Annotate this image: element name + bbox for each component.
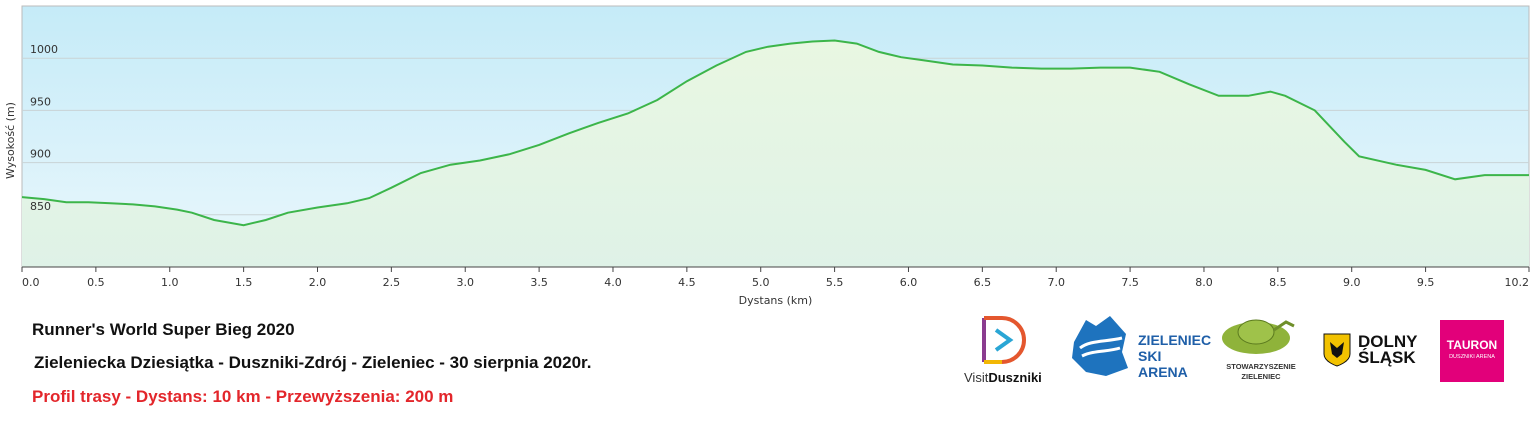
dolny-line2: ŚLĄSK [1358,348,1416,367]
elevation-area [22,40,1529,267]
stow-line2: ZIELENIEC [1241,372,1281,381]
x-tick-label: 10.2 [1505,276,1530,289]
duszniki-text: Duszniki [988,370,1042,385]
zieleniec-ski-arena-logo: ZIELENIEC SKI ARENA [1066,312,1211,384]
x-tick-label: 5.0 [752,276,770,289]
x-tick-label: 3.0 [456,276,474,289]
eagle-shield-icon [1323,333,1351,367]
duszniki-arena-text: DUSZNIKI ARENA [1449,354,1495,360]
visit-duszniki-caption: VisitDuszniki [964,370,1042,385]
elevation-line [21,39,1529,227]
zieleniec-line2: SKI ARENA [1138,348,1188,380]
dolny-slask-logo: DOLNY ŚLĄSK [1322,332,1432,372]
x-tick-label: 7.0 [1047,276,1065,289]
x-tick-label: 0.5 [87,276,105,289]
x-tick-label: 6.0 [900,276,918,289]
x-tick-label: 5.5 [826,276,844,289]
zieleniec-mountain-icon [1072,316,1128,376]
x-axis-title: Dystans (km) [739,294,813,307]
x-tick-label: 4.0 [604,276,622,289]
y-tick-label: 900 [30,148,51,161]
stow-line1: STOWARZYSZENIE [1226,362,1296,371]
race-title: Runner's World Super Bieg 2020 [32,320,295,339]
y-axis-ticks: 850 900 950 1000 [30,43,58,213]
zieleniec-text: ZIELENIEC SKI ARENA [1138,332,1211,380]
dolny-line1: DOLNY [1358,332,1418,351]
stowarzyszenie-zieleniec-logo: STOWARZYSZENIE ZIELENIEC [1216,312,1306,386]
x-tick-label: 4.5 [678,276,696,289]
x-tick-label: 2.5 [383,276,401,289]
zieleniec-line1: ZIELENIEC [1138,332,1212,348]
hat-emblem-icon [1222,319,1295,354]
visit-duszniki-d-icon [982,316,1026,364]
x-tick-label: 2.0 [309,276,327,289]
y-tick-label: 1000 [30,43,58,56]
x-tick-label: 9.0 [1343,276,1361,289]
x-tick-label: 3.5 [530,276,548,289]
x-tick-label: 7.5 [1121,276,1139,289]
y-axis-title: Wysokość (m) [4,102,17,179]
x-axis-ticks: 0.0 0.5 1.0 1.5 2.0 2.5 3.0 3.5 4.0 4.5 5.0 5.5 6.0 6… [21,267,1530,289]
race-subtitle: Zieleniecka Dziesiątka - Duszniki-Zdrój … [34,353,592,372]
stowarzyszenie-text: STOWARZYSZENIE ZIELENIEC [1216,362,1306,382]
tauron-duszniki-arena-logo: TAURON DUSZNIKI ARENA [1440,320,1504,382]
elevation-chart: 0.0 0.5 1.0 1.5 2.0 2.5 3.0 3.5 4.0 4.5 5.0 5.5 6.0 6… [4,5,1530,307]
y-tick-label: 950 [30,95,51,108]
x-tick-label: 1.0 [161,276,179,289]
x-tick-label: 8.5 [1269,276,1287,289]
y-tick-label: 850 [30,200,51,213]
x-tick-label: 1.5 [235,276,253,289]
x-tick-label: 9.5 [1417,276,1435,289]
x-tick-label: 8.0 [1195,276,1213,289]
visit-text: Visit [964,370,989,385]
x-tick-label: 0.0 [22,276,40,289]
x-tick-label: 6.5 [974,276,992,289]
dolny-slask-text: DOLNY ŚLĄSK [1358,332,1418,367]
visit-duszniki-logo: VisitDuszniki [960,314,1050,390]
route-profile-summary: Profil trasy - Dystans: 10 km - Przewyżs… [32,387,454,406]
tauron-text: TAURON [1446,338,1498,352]
